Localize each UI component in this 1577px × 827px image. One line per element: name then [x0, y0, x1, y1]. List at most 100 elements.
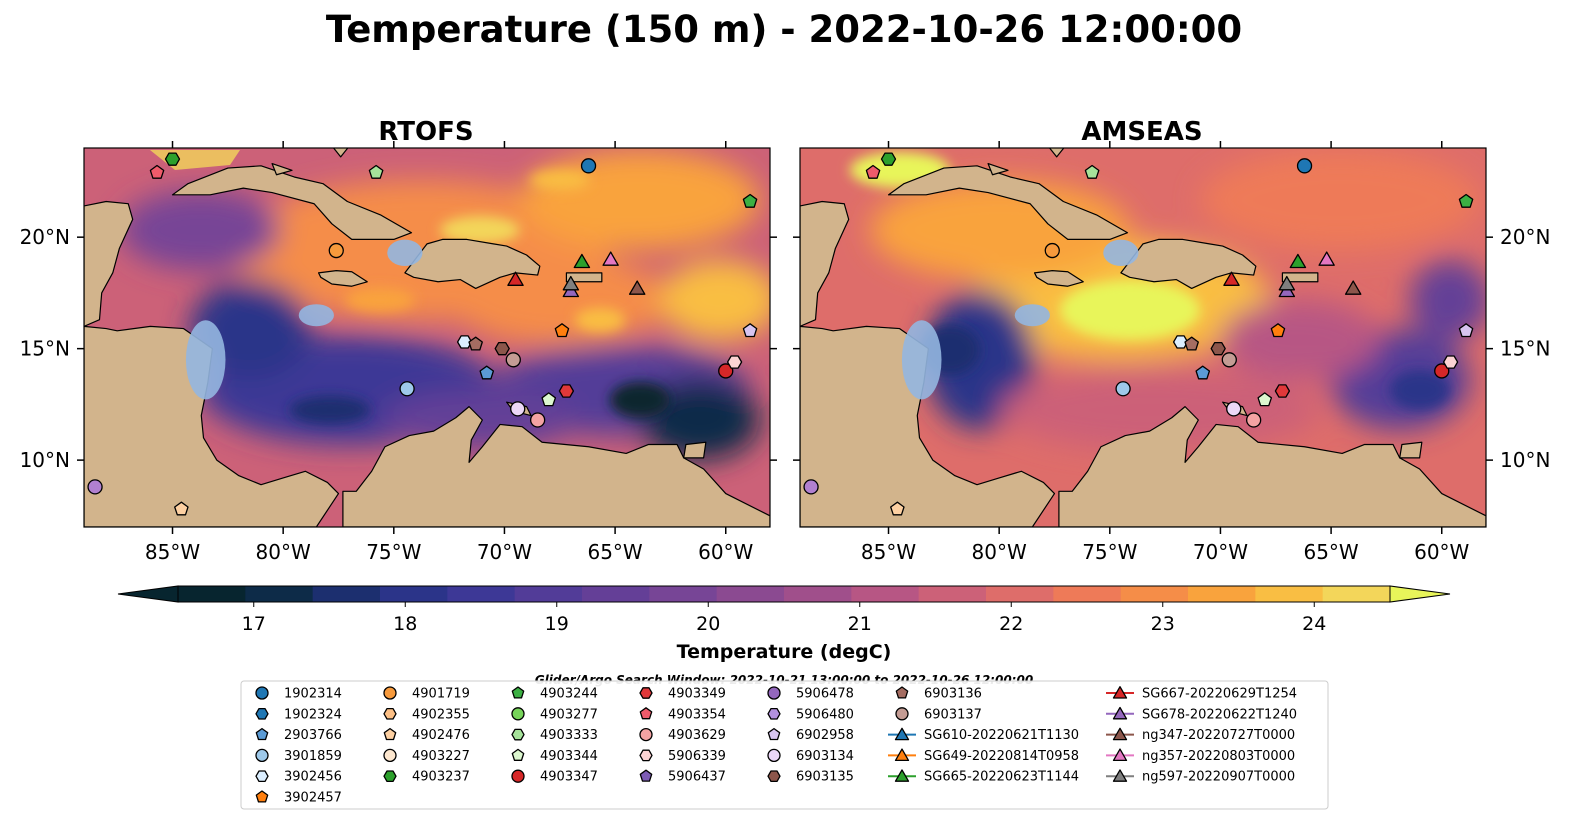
observation-marker — [1274, 384, 1291, 398]
observation-marker — [1221, 352, 1237, 368]
legend-marker — [767, 748, 781, 763]
observation-marker — [479, 365, 495, 380]
observation-marker — [1296, 158, 1313, 174]
observation-marker — [468, 336, 483, 351]
shallow-shelf-0 — [185, 320, 226, 400]
landmass-10 — [987, 163, 1009, 176]
lon-tick-label: 75°W — [366, 540, 421, 564]
landmass-7 — [966, 135, 999, 144]
lon-tick-label: 60°W — [1414, 540, 1469, 564]
map-panel-rtofs — [84, 135, 770, 527]
observation-marker — [554, 323, 570, 338]
lat-tick-label: 15°N — [20, 337, 70, 361]
legend-marker — [639, 707, 653, 720]
legend-label: 5906339 — [668, 749, 726, 764]
colorbar-segment — [1255, 586, 1324, 602]
observation-marker — [1044, 242, 1060, 259]
observation-marker — [1458, 323, 1474, 338]
landmass-7 — [250, 135, 283, 144]
lat-tick-label: 20°N — [20, 225, 70, 249]
map-axes: 85°W 80°W 75°W 70°W 65°W 60°W 85°W 80°W 75°W 70°W… — [20, 141, 1550, 564]
observation-marker — [628, 280, 646, 295]
legend-label: SG610-20220621T1130 — [924, 728, 1079, 743]
colorbar-segment — [1120, 586, 1189, 602]
legend-marker — [894, 727, 910, 741]
observation-marker — [1184, 336, 1199, 351]
observation-marker — [1289, 253, 1307, 269]
landmass-8 — [1399, 441, 1423, 459]
legend-label: 6903134 — [796, 749, 854, 764]
landmass-6 — [84, 200, 134, 327]
observation-marker — [494, 341, 510, 356]
colorbar-segment — [312, 586, 381, 602]
legend-marker — [639, 749, 653, 762]
observation-marker — [726, 355, 743, 369]
observation-markers-amseas — [803, 152, 1474, 516]
lon-tick-label: 80°W — [256, 540, 311, 564]
landmass-3 — [404, 238, 541, 290]
lon-tick-label: 85°W — [861, 540, 916, 564]
colorbar-segment — [784, 586, 852, 602]
colorbar-segment — [245, 586, 314, 602]
legend-label: ng357-20220803T0000 — [1142, 749, 1295, 764]
observation-marker — [164, 152, 181, 166]
panel-title-rtofs: RTOFS — [378, 117, 473, 147]
landmass-6 — [800, 200, 850, 327]
observation-marker — [399, 381, 415, 397]
legend-label: SG665-20220623T1144 — [924, 770, 1079, 785]
landmass-4 — [317, 270, 368, 287]
observation-marker — [1270, 323, 1286, 338]
legend-marker — [1112, 686, 1128, 699]
observation-marker — [328, 242, 344, 259]
shallow-shelf-1 — [1103, 239, 1139, 266]
legend-label: SG649-20220814T0958 — [924, 749, 1079, 764]
observation-marker — [174, 501, 189, 516]
colorbar-segment — [918, 586, 987, 602]
legend-label: 4902476 — [412, 728, 470, 743]
legend-marker — [894, 769, 910, 782]
legend-label: 4903244 — [540, 687, 598, 702]
observation-marker — [541, 392, 557, 407]
shallow-shelf-2 — [298, 304, 334, 327]
legend-marker — [511, 707, 525, 721]
legend-marker — [511, 728, 525, 741]
legend-label: 4903227 — [412, 749, 470, 764]
legend-label: ng597-20220907T0000 — [1142, 770, 1295, 785]
legend-marker — [255, 770, 269, 783]
colorbar-extend-low — [117, 585, 179, 603]
colorbar-tick-label: 20 — [696, 613, 720, 635]
observation-marker — [1458, 193, 1474, 208]
observation-marker — [742, 193, 758, 208]
observation-marker — [1245, 412, 1262, 428]
observation-marker — [149, 164, 165, 179]
observation-marker — [1223, 271, 1240, 286]
landmass-4 — [1033, 270, 1084, 287]
lon-tick-label: 75°W — [1082, 540, 1137, 564]
legend-marker — [639, 687, 653, 699]
legend-marker — [255, 748, 269, 763]
legend-label: 5906437 — [668, 770, 726, 785]
legend-marker — [511, 686, 525, 699]
legend-marker — [1112, 727, 1128, 741]
shallow-shelf-2 — [1014, 304, 1050, 327]
legend-label: 6902958 — [796, 728, 854, 743]
legend-marker — [639, 769, 653, 782]
legend-label: ng347-20220727T0000 — [1142, 728, 1295, 743]
shallow-shelf-1 — [387, 239, 423, 266]
legend-label: 2903766 — [284, 728, 342, 743]
colorbar-segment — [1053, 586, 1122, 602]
colorbar-segment — [514, 586, 583, 602]
land-amseas — [800, 135, 1486, 527]
landmass-11 — [332, 148, 349, 158]
colorbar-tick-label: 22 — [999, 613, 1023, 635]
observation-marker — [1257, 392, 1273, 407]
observation-marker — [865, 164, 881, 179]
colorbar-segment — [851, 586, 920, 602]
colorbar-tick-label: 19 — [545, 613, 569, 635]
legend-marker — [511, 769, 525, 783]
legend-label: 4903354 — [668, 707, 726, 722]
observation-marker — [1442, 355, 1459, 369]
colorbar-label: Temperature (degC) — [677, 641, 892, 663]
legend-marker — [383, 707, 397, 720]
landmass-2 — [171, 165, 413, 241]
